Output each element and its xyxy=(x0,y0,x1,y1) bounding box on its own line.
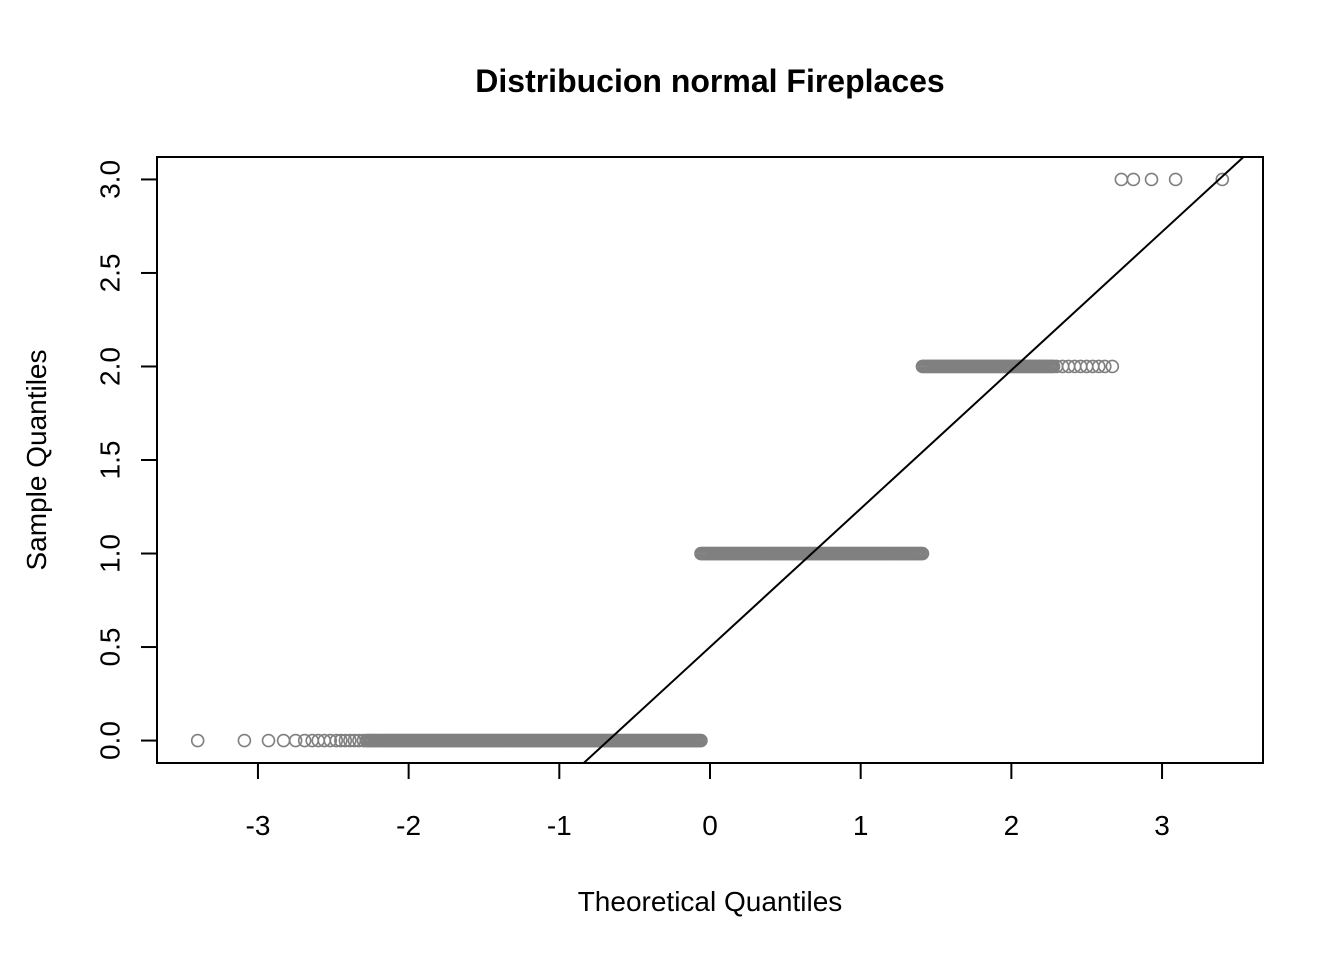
y-tick-label: 2.0 xyxy=(94,347,125,386)
y-tick-label: 3.0 xyxy=(94,160,125,199)
data-point xyxy=(694,733,708,748)
data-point xyxy=(1144,172,1159,187)
qq-reference-line xyxy=(583,156,1245,764)
x-axis: -3 -2 -1 0 1 2 3 xyxy=(246,762,1170,841)
data-point xyxy=(356,733,371,748)
data-point xyxy=(1126,172,1141,187)
x-tick-label: -2 xyxy=(396,810,421,841)
data-point xyxy=(323,733,338,748)
y-tick-label: 0.0 xyxy=(94,721,125,760)
data-point xyxy=(915,546,930,561)
data-point xyxy=(1215,172,1230,187)
data-point xyxy=(288,733,303,748)
x-axis-label: Theoretical Quantiles xyxy=(578,886,843,917)
data-point xyxy=(1114,172,1129,187)
data-point xyxy=(352,733,366,748)
data-point xyxy=(334,733,348,748)
x-tick-label: 0 xyxy=(702,810,718,841)
data-point xyxy=(190,733,205,748)
y-tick-label: 1.5 xyxy=(94,441,125,480)
data-point xyxy=(1097,359,1112,374)
y-tick-label: 2.5 xyxy=(94,253,125,292)
x-tick-label: 2 xyxy=(1004,810,1020,841)
x-tick-label: -1 xyxy=(547,810,572,841)
data-point xyxy=(261,733,276,748)
data-point xyxy=(347,733,362,748)
y-axis-label: Sample Quantiles xyxy=(21,349,52,570)
data-point xyxy=(297,733,312,748)
data-point xyxy=(1091,359,1106,374)
plot-frame xyxy=(156,156,1264,764)
points-layer xyxy=(190,172,1230,748)
data-point xyxy=(338,733,353,748)
data-point xyxy=(237,733,252,748)
y-tick-label: 0.5 xyxy=(94,628,125,667)
chart-title: Distribucion normal Fireplaces xyxy=(475,63,944,99)
data-point xyxy=(1168,172,1183,187)
x-tick-label: -3 xyxy=(246,810,271,841)
y-tick-label: 1.0 xyxy=(94,534,125,573)
y-axis: 0.0 0.5 1.0 1.5 2.0 2.5 3.0 xyxy=(94,160,158,760)
x-tick-label: 1 xyxy=(853,810,869,841)
line-layer xyxy=(583,156,1245,764)
data-point xyxy=(329,733,344,748)
x-tick-label: 3 xyxy=(1154,810,1170,841)
data-point xyxy=(1105,359,1120,374)
data-point xyxy=(343,733,357,748)
data-point xyxy=(276,733,291,748)
